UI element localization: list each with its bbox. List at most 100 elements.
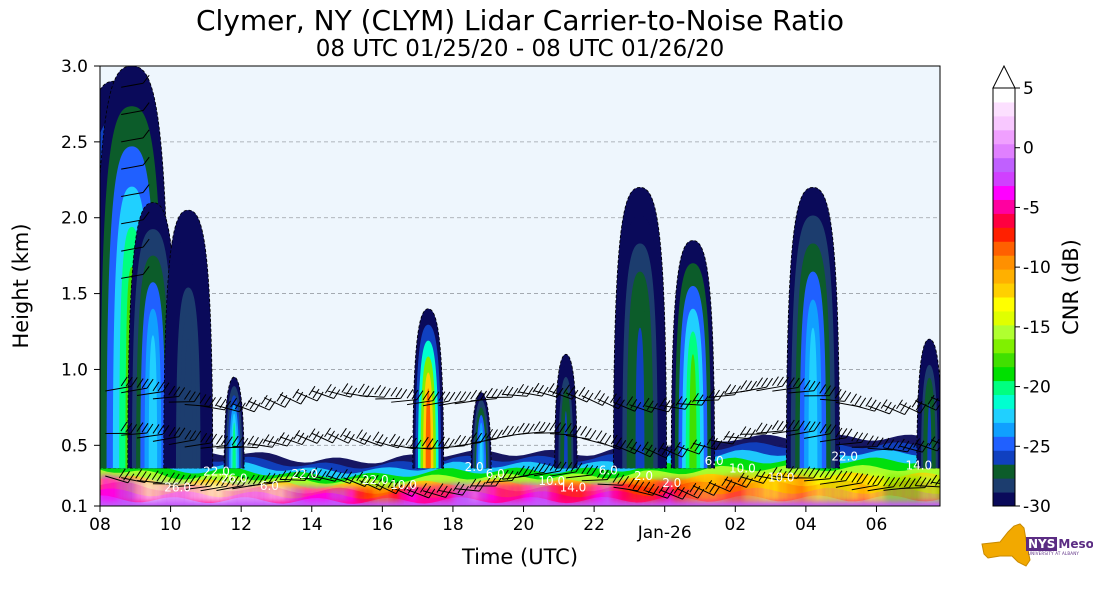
colorbar-swatch — [993, 352, 1015, 368]
boundary-layer-core — [620, 482, 631, 502]
contour-label: 6.0 — [486, 467, 505, 481]
wind-barb — [533, 383, 564, 398]
colorbar-swatch — [993, 338, 1015, 354]
chart-title: Clymer, NY (CLYM) Lidar Carrier-to-Noise… — [195, 4, 845, 37]
boundary-layer-core — [241, 483, 251, 502]
boundary-layer-core — [152, 481, 163, 502]
wind-barb — [819, 388, 852, 402]
x-tick-label: 04 — [795, 515, 817, 535]
wind-barb — [121, 211, 150, 225]
contour-label: 26.0 — [221, 471, 248, 485]
contour-label: 22.0 — [362, 473, 389, 487]
wind-barb — [915, 436, 940, 452]
colorbar-swatch — [993, 269, 1015, 284]
wind-barb — [168, 474, 201, 488]
colorbar-swatch — [993, 450, 1015, 465]
wind-barb — [835, 431, 869, 446]
boundary-layer-core — [541, 483, 551, 502]
colorbar-swatch — [993, 380, 1015, 396]
boundary-layer-core — [435, 484, 446, 502]
wind-barb — [804, 423, 837, 439]
wind-barb — [692, 388, 725, 402]
wind-barb — [248, 434, 279, 448]
y-tick-label: 2.5 — [61, 133, 88, 153]
wind-barb — [295, 428, 324, 444]
wind-barb — [883, 438, 914, 453]
contour-label: 22.0 — [831, 449, 858, 463]
boundary-layer-core — [329, 487, 340, 502]
wind-barb — [152, 426, 186, 442]
wind-barb — [645, 397, 675, 413]
boundary-layer-core — [761, 475, 772, 502]
x-tick-label: 06 — [866, 515, 888, 535]
wind-barb — [930, 439, 940, 445]
x-tick-label: 14 — [301, 515, 323, 535]
boundary-layer-core — [647, 480, 657, 502]
wind-barb — [518, 462, 551, 478]
wind-barb — [121, 238, 150, 252]
y-tick-label: 3.0 — [61, 57, 88, 77]
colorbar-swatch — [993, 255, 1015, 270]
x-tick-label: 18 — [442, 515, 464, 535]
wind-barb — [184, 432, 218, 448]
colorbar-swatch — [993, 478, 1015, 493]
colorbar-label: CNR (dB) — [1059, 239, 1083, 335]
colorbar-tick-label: -30 — [1023, 497, 1051, 517]
wind-barb — [200, 476, 233, 492]
boundary-layer-core — [585, 483, 596, 502]
colorbar-swatch — [993, 366, 1015, 382]
y-axis-label: Height (km) — [9, 223, 33, 348]
boundary-layer-core — [108, 476, 119, 502]
axes: 08 10 12 14 16 18 20 22 Jan-26 02 04 06 0.1 0.5 1.0 1.5… — [61, 57, 887, 543]
boundary-layer-core — [841, 475, 851, 502]
wind-barb — [756, 420, 789, 434]
boundary-layer-core — [638, 481, 649, 502]
wind-barb — [248, 472, 281, 487]
x-tick-label: 08 — [89, 515, 111, 535]
wind-barb — [899, 397, 927, 414]
boundary-layer-core — [161, 482, 172, 502]
wind-barb — [105, 421, 138, 435]
wind-barb — [518, 421, 551, 435]
colorbar-tick-label: -5 — [1023, 198, 1040, 218]
wind-barb — [327, 468, 357, 484]
boundary-layer-core — [144, 480, 154, 502]
boundary-layer-core — [682, 478, 693, 502]
contour-labels: 26.022.026.06.022.0 22.0 10.02.0 6.0 10.014.… — [164, 449, 932, 494]
wind-barb — [581, 468, 614, 482]
boundary-layer-core — [611, 482, 622, 502]
chart-subtitle: 08 UTC 01/25/20 - 08 UTC 01/26/20 — [315, 36, 725, 62]
wind-barb — [629, 397, 658, 413]
boundary-layer-core — [673, 478, 684, 502]
wind-barb — [804, 467, 837, 482]
wind-barb — [343, 429, 372, 445]
colorbar-swatch — [993, 143, 1015, 159]
wind-barb — [565, 386, 594, 403]
wind-barb — [851, 435, 884, 448]
wind-barb — [613, 477, 645, 492]
boundary-layer-core — [735, 475, 746, 502]
wind-barb — [454, 478, 486, 492]
boundary-layer-core — [232, 483, 243, 502]
wind-barb — [136, 424, 170, 439]
colorbar-frame — [992, 87, 1016, 507]
wind-barb — [645, 442, 673, 459]
colorbar-tick-label: 0 — [1023, 139, 1034, 159]
wind-barb — [121, 74, 150, 88]
boundary-layer-core — [373, 487, 384, 502]
boundary-layer-core — [135, 479, 146, 502]
wind-barb — [740, 377, 773, 393]
nys-mesonet-logo — [978, 520, 1082, 568]
contour-label: 14.0 — [560, 481, 587, 495]
wind-barb — [391, 389, 424, 403]
wind-barb — [422, 483, 453, 498]
wind-barb — [597, 473, 630, 486]
colorbar-swatch — [993, 310, 1015, 326]
boundary-layer-core — [250, 484, 260, 502]
plume-contour — [564, 411, 568, 469]
boundary-layer-core — [797, 475, 807, 502]
boundary-layer-core — [523, 483, 534, 502]
colorbar-swatch — [993, 422, 1015, 437]
boundary-layer-core — [744, 475, 754, 502]
plume-contour — [689, 354, 697, 469]
